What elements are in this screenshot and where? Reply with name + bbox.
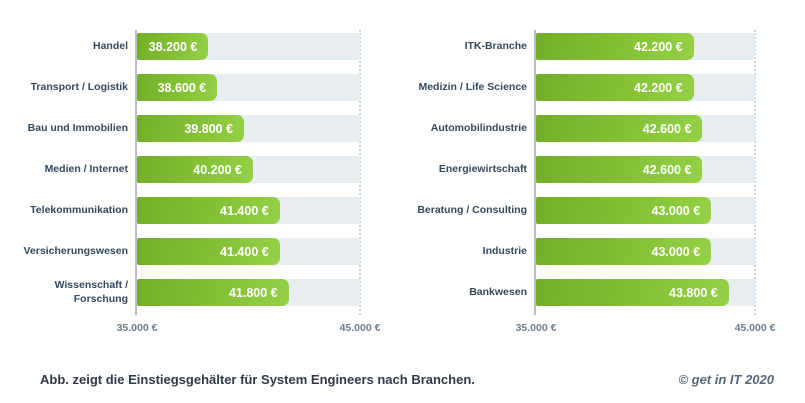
bar-track: 42.200 € xyxy=(536,74,755,101)
chart-row: Beratung / Consulting 43.000 € xyxy=(368,197,755,224)
salary-value-label: 41.400 € xyxy=(220,244,269,259)
salary-value-label: 38.600 € xyxy=(157,80,207,95)
salary-bar[interactable]: 41.400 € xyxy=(137,197,280,224)
chart-row: Medien / Internet 40.200 € xyxy=(8,156,360,183)
bar-track: 43.800 € xyxy=(536,279,755,306)
bar-track: 42.600 € xyxy=(536,156,755,183)
bar-track: 41.800 € xyxy=(137,279,360,306)
salary-bar[interactable]: 42.200 € xyxy=(536,74,694,101)
chart-row: Handel 38.200 € xyxy=(8,33,360,60)
salary-bar[interactable]: 38.200 € xyxy=(137,33,209,60)
chart-rows: Handel 38.200 € Transport / Logistik 38.600… xyxy=(8,33,360,306)
bar-track: 38.600 € xyxy=(137,74,360,101)
bar-chart-right: ITK-Branche 42.200 € Medizin / Life Scienc… xyxy=(368,30,776,338)
category-label: ITK-Branche xyxy=(464,39,527,52)
bar-track: 43.000 € xyxy=(536,238,755,265)
salary-value-label: 41.400 € xyxy=(220,203,269,218)
bar-chart-left: Handel 38.200 € Transport / Logistik 38.600… xyxy=(8,30,381,338)
salary-bar[interactable]: 42.200 € xyxy=(536,33,694,60)
chart-rows: ITK-Branche 42.200 € Medizin / Life Scienc… xyxy=(368,33,755,306)
category-label: Transport / Logistik xyxy=(30,80,128,93)
x-axis-labels: 35.000 € 45.000 € xyxy=(516,322,776,338)
chart-row: Industrie 43.000 € xyxy=(368,238,755,265)
salary-value-label: 43.000 € xyxy=(651,244,701,259)
category-label: Bau und Immobilien xyxy=(27,121,128,134)
salary-bar[interactable]: 38.600 € xyxy=(137,74,218,101)
bar-track: 42.200 € xyxy=(536,33,755,60)
salary-bar[interactable]: 40.200 € xyxy=(137,156,253,183)
bar-track: 43.000 € xyxy=(536,197,755,224)
chart-row: Versicherungswesen 41.400 € xyxy=(8,238,360,265)
chart-row: Wissenschaft / Forschung 41.800 € xyxy=(8,279,360,306)
chart-row: ITK-Branche 42.200 € xyxy=(368,33,755,60)
category-label: Energiewirtschaft xyxy=(438,162,527,175)
x-axis-tick-max: 45.000 € xyxy=(734,322,776,334)
x-axis-tick-min: 35.000 € xyxy=(515,322,557,334)
category-label: Medien / Internet xyxy=(44,162,128,175)
category-label: Beratung / Consulting xyxy=(417,203,527,216)
bar-track: 39.800 € xyxy=(137,115,360,142)
chart-row: Bankwesen 43.800 € xyxy=(368,279,755,306)
chart-row: Medizin / Life Science 42.200 € xyxy=(368,74,755,101)
salary-bar[interactable]: 42.600 € xyxy=(536,156,703,183)
bar-track: 42.600 € xyxy=(536,115,755,142)
salary-bar[interactable]: 43.000 € xyxy=(536,197,712,224)
x-axis-tick-max: 45.000 € xyxy=(339,322,381,334)
salary-bar[interactable]: 41.800 € xyxy=(137,279,289,306)
salary-bar[interactable]: 42.600 € xyxy=(536,115,703,142)
category-label: Bankwesen xyxy=(469,285,527,298)
copyright-credit: © get in IT 2020 xyxy=(678,372,774,387)
category-label: Medizin / Life Science xyxy=(418,80,527,93)
category-label: Versicherungswesen xyxy=(23,244,128,257)
salary-value-label: 42.200 € xyxy=(634,39,683,54)
salary-value-label: 42.200 € xyxy=(634,80,683,95)
category-label: Wissenschaft / Forschung xyxy=(54,278,128,305)
category-label: Automobilindustrie xyxy=(430,121,527,134)
salary-value-label: 43.000 € xyxy=(651,203,701,218)
salary-bar[interactable]: 43.800 € xyxy=(536,279,729,306)
salary-bar[interactable]: 43.000 € xyxy=(536,238,712,265)
salary-value-label: 43.800 € xyxy=(669,285,718,300)
bar-track: 41.400 € xyxy=(137,238,360,265)
salary-value-label: 42.600 € xyxy=(642,121,692,136)
category-label: Handel xyxy=(92,39,128,52)
salary-value-label: 39.800 € xyxy=(184,121,234,136)
bar-track: 40.200 € xyxy=(137,156,360,183)
bar-track: 38.200 € xyxy=(137,33,360,60)
chart-row: Telekommunikation 41.400 € xyxy=(8,197,360,224)
bar-track: 41.400 € xyxy=(137,197,360,224)
salary-bar[interactable]: 41.400 € xyxy=(137,238,280,265)
salary-value-label: 41.800 € xyxy=(228,285,278,300)
category-label: Telekommunikation xyxy=(30,203,128,216)
x-axis-tick-min: 35.000 € xyxy=(116,322,158,334)
chart-row: Bau und Immobilien 39.800 € xyxy=(8,115,360,142)
chart-row: Energiewirtschaft 42.600 € xyxy=(368,156,755,183)
salary-bar[interactable]: 39.800 € xyxy=(137,115,245,142)
salary-value-label: 42.600 € xyxy=(642,162,692,177)
x-axis-labels: 35.000 € 45.000 € xyxy=(117,322,381,338)
chart-row: Transport / Logistik 38.600 € xyxy=(8,74,360,101)
salary-value-label: 40.200 € xyxy=(193,162,242,177)
category-label: Industrie xyxy=(482,244,527,257)
chart-row: Automobilindustrie 42.600 € xyxy=(368,115,755,142)
salary-value-label: 38.200 € xyxy=(148,39,198,54)
figure-caption: Abb. zeigt die Einstiegsgehälter für Sys… xyxy=(40,372,475,387)
